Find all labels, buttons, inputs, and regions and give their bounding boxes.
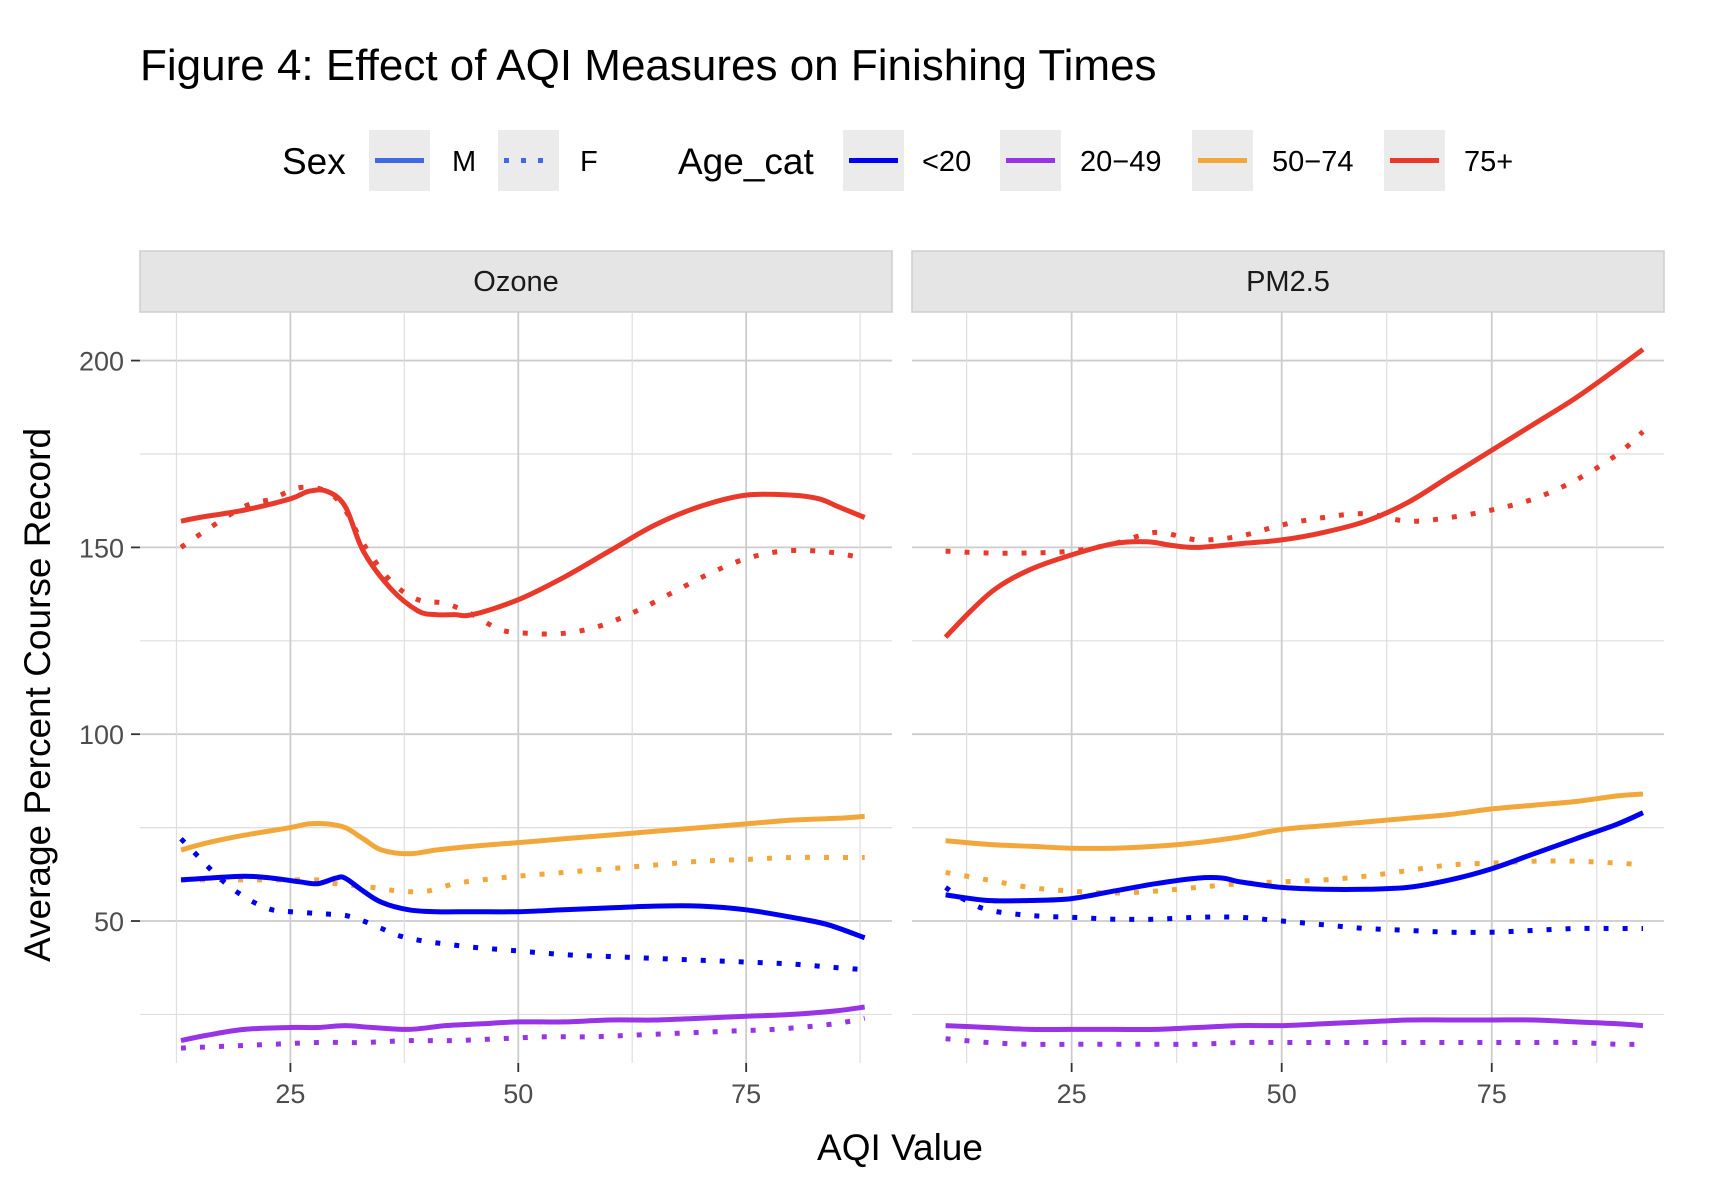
facet-strip	[139, 250, 893, 313]
panel-1: PM2.5 25 50 75	[911, 250, 1665, 1109]
series-line-f-75plus	[179, 484, 866, 637]
series-line-m-75plus	[943, 347, 1645, 639]
series-line-m-5074	[180, 813, 865, 857]
series-line-m-20	[180, 873, 866, 941]
y-tick-label: 50	[94, 907, 124, 937]
x-tick-label: 50	[503, 1079, 533, 1109]
chart-panels: Ozone 25 50 75 50 100 150 200 PM2.5 25 50 75	[79, 250, 1665, 1109]
y-tick-label: 200	[79, 347, 124, 377]
legend: Sex M F Age_cat <20 20−49 50−74 75+	[282, 130, 1513, 191]
facet-strip	[911, 250, 1665, 313]
legend-label-lt20: <20	[922, 146, 971, 178]
facet-label: Ozone	[473, 266, 558, 298]
series-line-m-5074	[945, 791, 1644, 851]
legend-age-title: Age_cat	[678, 141, 814, 182]
legend-label-f: F	[580, 146, 598, 178]
x-axis-title: AQI Value	[817, 1127, 983, 1168]
x-tick-label: 75	[1477, 1079, 1507, 1109]
series-line-m-20	[945, 810, 1645, 904]
series-line-m-75plus	[180, 487, 866, 619]
x-tick-label: 25	[275, 1079, 305, 1109]
y-tick-label: 150	[79, 533, 124, 563]
y-axis-title: Average Percent Course Record	[17, 428, 58, 962]
legend-label-m: M	[452, 146, 476, 178]
series-line-f-2049	[180, 1015, 866, 1051]
x-tick-label: 25	[1057, 1079, 1087, 1109]
x-tick-label: 75	[731, 1079, 761, 1109]
panel-0: Ozone 25 50 75 50 100 150 200	[79, 250, 893, 1109]
x-tick-label: 50	[1267, 1079, 1297, 1109]
series-line-f-20	[944, 885, 1643, 935]
facet-label: PM2.5	[1246, 266, 1330, 298]
series-line-m-2049	[945, 1017, 1644, 1033]
series-line-f-5074	[181, 854, 865, 895]
series-line-m-2049	[180, 1004, 866, 1044]
legend-sex-title: Sex	[282, 141, 346, 182]
chart-title: Figure 4: Effect of AQI Measures on Fini…	[140, 41, 1157, 90]
series-line-f-75plus	[945, 429, 1645, 556]
series-line-f-20	[179, 837, 865, 973]
legend-label-75plus: 75+	[1464, 146, 1513, 178]
y-tick-label: 100	[79, 720, 124, 750]
series-line-f-2049	[945, 1036, 1644, 1047]
legend-label-50-74: 50−74	[1272, 146, 1353, 178]
legend-label-20-49: 20−49	[1080, 146, 1161, 178]
